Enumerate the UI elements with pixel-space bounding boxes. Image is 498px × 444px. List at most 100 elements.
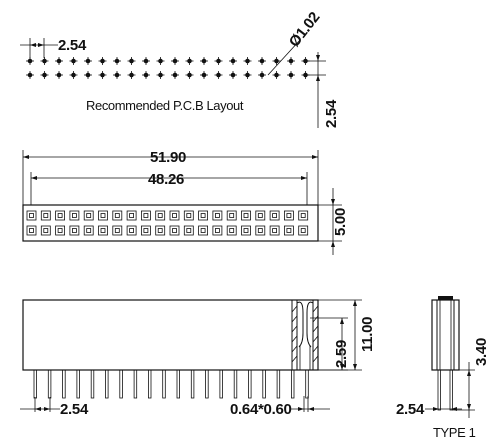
pcb-layout-view: 2.54 Ø1.02 2.54 Recommended P.C.B Layout bbox=[20, 9, 340, 128]
pcb-hole bbox=[229, 71, 237, 79]
pin-tail bbox=[90, 369, 95, 399]
overall-length-label: 51.90 bbox=[150, 149, 186, 166]
pin-tail bbox=[105, 369, 109, 399]
side-pitch-label: 2.54 bbox=[60, 401, 89, 418]
pcb-hole bbox=[185, 71, 194, 79]
pin-span-label: 48.26 bbox=[148, 171, 184, 188]
pcb-hole bbox=[40, 71, 49, 79]
contact-cavity bbox=[212, 210, 223, 221]
pcb-layout-caption: Recommended P.C.B Layout bbox=[86, 98, 244, 113]
contact-cavity bbox=[183, 225, 194, 236]
pcb-hole bbox=[26, 71, 34, 79]
pcb-hole bbox=[55, 57, 63, 65]
pcb-hole bbox=[243, 71, 252, 79]
contact-depth-label: 2.59 bbox=[333, 340, 350, 368]
pin-tail bbox=[276, 369, 281, 399]
contact-cavity bbox=[83, 210, 94, 221]
contact-cavity bbox=[155, 210, 166, 221]
pin-tail bbox=[133, 369, 138, 399]
pin-tail bbox=[76, 369, 80, 399]
contact-cavity bbox=[140, 210, 151, 221]
pcb-hole bbox=[185, 57, 194, 65]
contact-cavity bbox=[69, 210, 80, 221]
pcb-hole bbox=[200, 71, 208, 79]
pin-tail bbox=[219, 369, 223, 399]
contact-cavity bbox=[241, 210, 251, 221]
pcb-hole bbox=[127, 57, 136, 65]
pcb-hole bbox=[26, 57, 34, 65]
pcb-hole bbox=[40, 57, 49, 65]
contact-cavity bbox=[298, 225, 309, 236]
pcb-hole bbox=[98, 57, 107, 65]
contact-cavity bbox=[112, 210, 123, 221]
pcb-hole bbox=[272, 57, 281, 65]
pin-tail bbox=[290, 369, 295, 399]
contact-cavity bbox=[26, 210, 37, 221]
pin-size-label: 0.64*0.60 bbox=[230, 401, 292, 418]
top-view: 51.90 48.26 5.00 bbox=[22, 149, 349, 255]
contact-cavity bbox=[126, 225, 137, 236]
pin-tail bbox=[176, 369, 180, 399]
pcb-hole bbox=[156, 57, 165, 65]
contact-cavity bbox=[226, 210, 237, 221]
contact-cavities bbox=[26, 210, 309, 236]
pin-tail bbox=[47, 369, 52, 399]
contact-cavity bbox=[112, 225, 123, 236]
contact-cavity bbox=[255, 210, 266, 221]
pin-tail bbox=[190, 369, 195, 399]
pcb-hole-diameter-label: Ø1.02 bbox=[286, 9, 324, 50]
pcb-hole bbox=[171, 71, 179, 79]
pcb-hole bbox=[171, 57, 179, 65]
side-view: 11.00 2.59 2.54 0.64*0.60 bbox=[20, 299, 376, 418]
contact-cavity bbox=[155, 225, 166, 236]
contact-cavity bbox=[55, 225, 65, 236]
contact-cavity bbox=[40, 225, 51, 236]
pin-tail bbox=[262, 369, 266, 399]
pcb-hole bbox=[98, 71, 107, 79]
pin-tail bbox=[305, 369, 309, 399]
contact-cavity bbox=[98, 225, 108, 236]
contact-cavity bbox=[40, 210, 51, 221]
pcb-hole bbox=[229, 57, 237, 65]
pin-tail bbox=[162, 369, 166, 399]
contact-cavity bbox=[55, 210, 65, 221]
contact-cavity bbox=[83, 225, 94, 236]
contact-cavity bbox=[140, 225, 151, 236]
pin-tail bbox=[119, 369, 123, 399]
pcb-hole bbox=[113, 71, 121, 79]
contact-cavity bbox=[69, 225, 80, 236]
contact-cavity bbox=[26, 225, 37, 236]
pcb-hole bbox=[142, 57, 150, 65]
contact-cavity bbox=[241, 225, 251, 236]
body-width-label: 5.00 bbox=[332, 208, 349, 236]
contact-cavity bbox=[283, 225, 294, 236]
pin-tail bbox=[147, 369, 152, 399]
pcb-hole bbox=[214, 71, 223, 79]
pcb-hole bbox=[258, 57, 266, 65]
contact-cavity bbox=[283, 210, 294, 221]
pcb-hole bbox=[84, 71, 92, 79]
contact-cavity bbox=[126, 210, 137, 221]
pin-tail bbox=[233, 369, 238, 399]
pcb-hole bbox=[287, 57, 295, 65]
pcb-hole bbox=[156, 71, 165, 79]
contact-cavity bbox=[169, 225, 180, 236]
contact-cavity bbox=[198, 210, 209, 221]
contact-cavity bbox=[226, 225, 237, 236]
overall-height-label: 11.00 bbox=[359, 317, 376, 352]
end-pitch-label: 2.54 bbox=[396, 401, 425, 418]
pcb-row-pitch-label: 2.54 bbox=[323, 99, 340, 128]
pcb-pitch-label: 2.54 bbox=[58, 37, 87, 54]
contact-cavity bbox=[298, 210, 309, 221]
pcb-hole bbox=[272, 71, 281, 79]
connector-body-side bbox=[22, 299, 319, 371]
type-label: TYPE 1 bbox=[433, 425, 476, 440]
pcb-hole bbox=[69, 57, 78, 65]
pcb-hole bbox=[287, 71, 295, 79]
side-pin-tails bbox=[33, 369, 309, 399]
pin-tail bbox=[62, 369, 66, 399]
pcb-hole bbox=[258, 71, 266, 79]
contact-cavity bbox=[269, 210, 280, 221]
pcb-hole bbox=[200, 57, 208, 65]
